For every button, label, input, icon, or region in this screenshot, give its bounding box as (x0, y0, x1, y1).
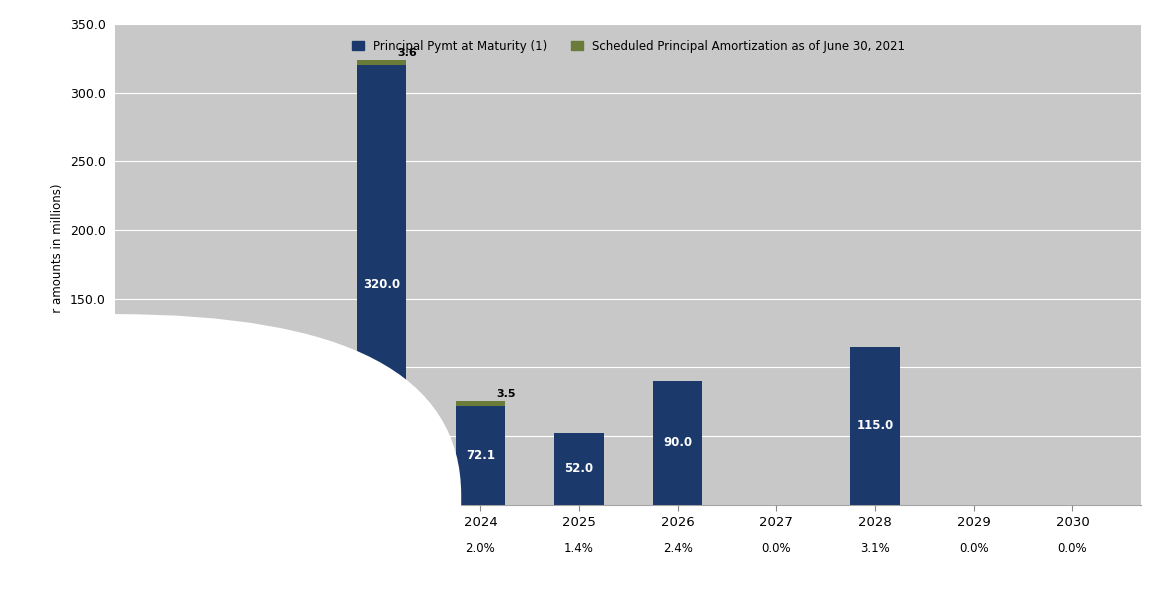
Text: 8.7%: 8.7% (367, 542, 397, 554)
Bar (653, 381, 702, 504)
Bar (258, 383, 308, 388)
Text: 2.4%: 2.4% (269, 542, 297, 554)
Text: 0.0%: 0.0% (169, 542, 199, 554)
Text: 0.0%: 0.0% (959, 542, 988, 554)
Text: 3.1%: 3.1% (860, 542, 890, 554)
Bar (160, 503, 209, 504)
Text: 115.0: 115.0 (857, 419, 894, 432)
Text: 72.1: 72.1 (466, 449, 495, 461)
Bar (357, 60, 406, 65)
Bar (455, 401, 505, 406)
Text: 0.0%: 0.0% (1057, 542, 1087, 554)
Text: 3.5: 3.5 (496, 389, 515, 399)
Text: 2.4%: 2.4% (663, 542, 693, 554)
Text: 2.0%: 2.0% (466, 542, 496, 554)
Text: 3.4: 3.4 (299, 371, 318, 381)
Text: 0.0%: 0.0% (762, 542, 791, 554)
Text: 1.7: 1.7 (201, 490, 220, 500)
Text: 1.4%: 1.4% (564, 542, 594, 554)
Text: 3.6: 3.6 (398, 48, 417, 59)
Legend: Principal Pymt at Maturity (1), Scheduled Principal Amortization as of June 30, : Principal Pymt at Maturity (1), Schedule… (347, 35, 910, 57)
Y-axis label: (dollar amounts in millions): (dollar amounts in millions) (51, 183, 65, 345)
Bar (555, 433, 604, 504)
Text: 52.0: 52.0 (565, 463, 594, 475)
Text: Percent of Current Total
Capitalization (2): Percent of Current Total Capitalization … (6, 554, 148, 576)
Bar (851, 347, 899, 504)
Bar (455, 406, 505, 504)
Bar (258, 388, 308, 504)
Bar (357, 65, 406, 504)
Text: 320.0: 320.0 (363, 278, 400, 292)
Text: 85.0: 85.0 (269, 440, 297, 453)
Text: 90.0: 90.0 (663, 436, 692, 449)
